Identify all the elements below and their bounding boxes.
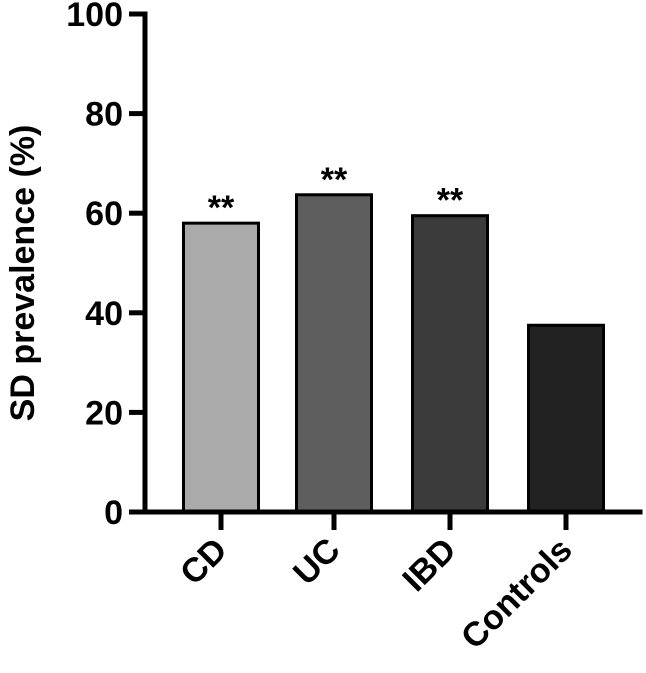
significance-marker: ** xyxy=(208,189,235,227)
x-category-label: CD xyxy=(173,531,235,593)
bar-ibd xyxy=(411,214,489,514)
axis-lines xyxy=(142,11,643,515)
y-tick-label: 100 xyxy=(66,0,123,34)
x-category-label: Controls xyxy=(454,531,580,657)
bars xyxy=(182,193,605,514)
significance-marker: ** xyxy=(321,161,348,199)
y-axis-ticks: 0 20 40 60 80 100 xyxy=(66,0,145,532)
x-category-label: UC xyxy=(286,531,348,593)
y-tick-label: 80 xyxy=(85,96,123,134)
bar-uc xyxy=(295,193,373,514)
y-tick-label: 20 xyxy=(85,394,123,432)
significance-markers: ** ** ** xyxy=(208,161,464,227)
bar-controls xyxy=(527,323,605,514)
x-category-label: IBD xyxy=(395,531,463,599)
y-tick-label: 60 xyxy=(85,195,123,233)
y-tick-label: 40 xyxy=(85,295,123,333)
y-axis-title: SD prevalence (%) xyxy=(4,125,42,422)
bar-cd xyxy=(182,221,260,514)
significance-marker: ** xyxy=(437,182,464,220)
y-tick-label: 0 xyxy=(104,494,123,532)
